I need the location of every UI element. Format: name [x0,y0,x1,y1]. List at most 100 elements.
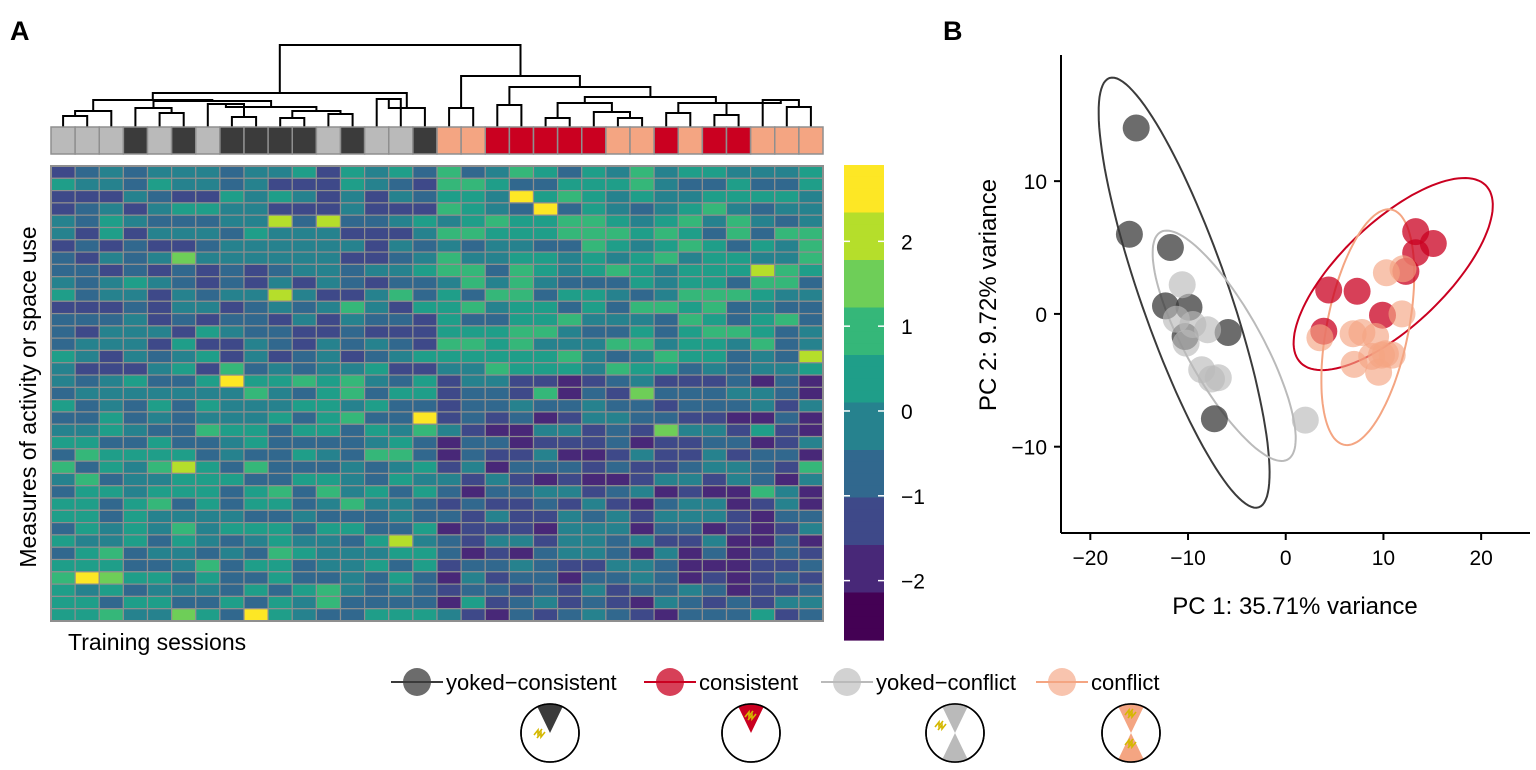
heatmap-cell [171,534,197,548]
heatmap-cell [460,460,486,475]
panel-a-label: A [10,16,30,46]
heatmap-cell [581,288,607,302]
heatmap-cell [484,546,510,561]
annotation-cell-yoked-conflict [50,126,76,155]
heatmap-cell [508,485,535,499]
heatmap-cell [750,435,776,450]
heatmap-cell [557,460,583,475]
heatmap-cell [725,435,752,450]
heatmap-cell [774,497,800,511]
heatmap-cell [171,497,197,511]
heatmap-cell [98,472,124,487]
heatmap-cell [653,251,679,265]
shock-symbol [934,719,947,732]
heatmap-cell [388,349,414,364]
heatmap-cell [436,448,462,462]
heatmap-cell [653,435,679,450]
heatmap-cell [364,214,390,229]
heatmap-cell [508,349,535,364]
heatmap-cell [653,325,679,339]
heatmap-cell [581,546,607,561]
heatmap-cell [388,312,414,327]
colorbar-segment [844,450,884,463]
heatmap-cell [653,202,679,216]
heatmap-cell [677,386,703,401]
heatmap-cell [532,226,559,241]
heatmap-cell [629,300,655,315]
heatmap-cell [798,534,824,548]
heatmap-cell [605,263,631,278]
heatmap-cell [122,349,149,364]
heatmap-cell [146,251,173,265]
heatmap-cell [677,226,703,241]
heatmap-cell [508,522,535,536]
heatmap-cell [243,177,269,192]
heatmap-cell [122,177,149,192]
heatmap-cell [195,288,221,302]
heatmap-cell [50,595,76,610]
arena-rim [1101,703,1161,763]
heatmap-cell [243,472,269,487]
heatmap-cell [436,263,462,278]
heatmap-cell [532,288,559,302]
heatmap-cell [412,509,438,524]
heatmap-cell [605,485,631,499]
shock-symbol [533,727,546,740]
heatmap-cell [508,571,535,585]
heatmap-cell [146,399,173,413]
heatmap-cell [146,263,173,278]
annotation-cell-conflict [749,126,776,155]
heatmap-cell [195,300,221,315]
heatmap-cell [532,263,559,278]
colorbar-segment [844,176,884,190]
heatmap-cell [629,177,655,192]
heatmap-cell [436,362,462,376]
heatmap-cell [508,189,535,204]
heatmap-cell [339,251,366,265]
heatmap-cell [725,177,752,192]
heatmap-cell [171,362,197,376]
heatmap-cell [339,472,366,487]
heatmap-cell [50,349,76,364]
heatmap-cell [74,608,100,622]
heatmap-cell [50,534,76,548]
heatmap-cell [267,608,293,622]
heatmap-cell [291,349,317,364]
heatmap-cell [315,399,342,413]
heatmap-cell [98,165,124,179]
heatmap-cell [750,411,776,425]
heatmap-cell [219,497,245,511]
dendrogram-branch [761,99,800,127]
heatmap-cell [750,300,776,315]
heatmap-cell [798,509,824,524]
heatmap-cell [388,399,414,413]
heatmap-cell [629,189,655,204]
heatmap-cell [315,214,342,229]
heatmap-cell [436,608,462,622]
heatmap-cell [798,263,824,278]
heatmap-cell [412,349,438,364]
heatmap-cell [557,239,583,253]
y-tick-label: 0 [1035,304,1047,327]
heatmap-cell [50,435,76,450]
heatmap-cell [339,558,366,573]
heatmap-cell [677,423,703,438]
heatmap-cell [243,534,269,548]
annotation-cell-yoked-consistent [291,126,318,155]
dendrogram-branch [278,44,522,93]
heatmap-cell [653,349,679,364]
heatmap-cell [291,460,317,475]
heatmap-cell [725,312,752,327]
annotation-cell-conflict [436,126,462,155]
heatmap-cell [557,300,583,315]
heatmap-cell [74,460,100,475]
yoked-consistent-legend-swatch [403,668,431,696]
heatmap-cell [725,226,752,241]
heatmap-cell [508,177,535,192]
heatmap-cell [122,460,149,475]
heatmap-cell [798,423,824,438]
heatmap-cell [74,300,100,315]
heatmap-cell [653,460,679,475]
heatmap-cell [171,423,197,438]
heatmap-cell [412,497,438,511]
